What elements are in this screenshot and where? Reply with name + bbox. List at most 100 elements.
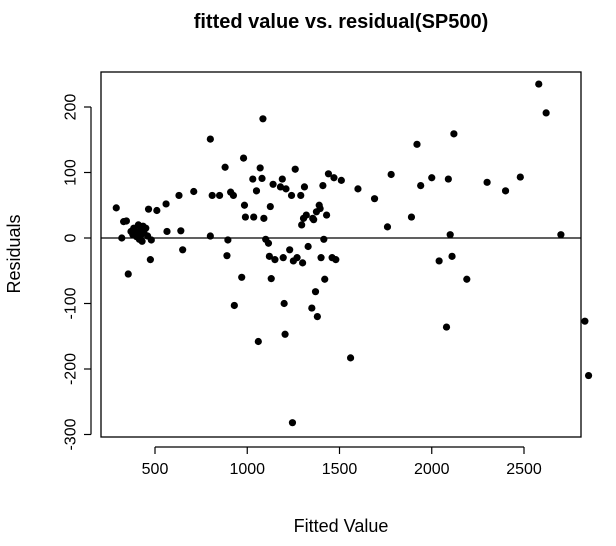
y-tick-label: 200 bbox=[63, 94, 80, 121]
data-point bbox=[308, 304, 316, 312]
data-point bbox=[324, 170, 333, 178]
data-point bbox=[279, 254, 287, 262]
data-point bbox=[346, 354, 355, 362]
data-point bbox=[221, 163, 229, 171]
data-point bbox=[265, 252, 273, 260]
data-point bbox=[249, 175, 257, 183]
data-point bbox=[298, 221, 306, 229]
data-point bbox=[264, 239, 273, 247]
data-point bbox=[266, 202, 274, 211]
data-point bbox=[250, 213, 258, 221]
data-point bbox=[446, 231, 454, 239]
data-point bbox=[254, 337, 262, 346]
plot-area: 500 1000 1500 2000 2500 -300 -200 -100 0 100 200 bbox=[63, 71, 593, 478]
data-point bbox=[256, 164, 264, 172]
x-tick-label: 1000 bbox=[229, 461, 265, 478]
data-point bbox=[206, 135, 214, 143]
data-point bbox=[138, 237, 146, 245]
data-point bbox=[124, 270, 132, 278]
data-point bbox=[483, 178, 491, 186]
data-point bbox=[112, 204, 120, 212]
data-point bbox=[179, 246, 187, 254]
x-tick-label: 1500 bbox=[322, 461, 358, 478]
data-point bbox=[267, 275, 275, 283]
data-point bbox=[317, 254, 325, 262]
data-point bbox=[337, 176, 345, 184]
data-point bbox=[288, 419, 297, 427]
data-point bbox=[287, 191, 296, 200]
y-axis-label: Residuals bbox=[4, 214, 24, 293]
data-point bbox=[313, 313, 321, 321]
data-point bbox=[322, 211, 331, 219]
data-point bbox=[321, 275, 329, 283]
y-tick-label: 100 bbox=[63, 159, 80, 186]
data-point bbox=[584, 371, 593, 380]
y-tick-label: 0 bbox=[63, 233, 80, 242]
chart-title: fitted value vs. residual(SP500) bbox=[194, 11, 489, 33]
data-point bbox=[542, 109, 550, 117]
data-point bbox=[286, 246, 294, 254]
data-point bbox=[501, 187, 510, 195]
data-point bbox=[260, 214, 268, 222]
data-point bbox=[238, 273, 246, 281]
data-point bbox=[320, 235, 328, 243]
data-point bbox=[153, 206, 161, 215]
data-point bbox=[162, 200, 170, 208]
data-point bbox=[224, 236, 232, 244]
x-tick-label: 2500 bbox=[506, 461, 542, 478]
data-point bbox=[450, 130, 458, 138]
data-point bbox=[444, 175, 452, 183]
data-point bbox=[581, 317, 589, 325]
data-point bbox=[330, 174, 338, 182]
data-point bbox=[387, 170, 395, 179]
data-point bbox=[354, 185, 362, 193]
data-point bbox=[407, 213, 416, 221]
data-point bbox=[190, 187, 198, 196]
data-point bbox=[215, 191, 224, 200]
data-point bbox=[163, 227, 171, 236]
data-point bbox=[142, 224, 150, 232]
data-point bbox=[282, 185, 290, 193]
plot-frame bbox=[100, 71, 582, 438]
data-point bbox=[299, 259, 307, 267]
data-point bbox=[229, 191, 238, 200]
data-point bbox=[293, 254, 301, 262]
data-point bbox=[281, 330, 289, 338]
data-point bbox=[435, 257, 443, 265]
data-point bbox=[302, 211, 310, 219]
data-point bbox=[383, 223, 392, 231]
data-point bbox=[269, 180, 277, 188]
data-point bbox=[271, 256, 279, 264]
data-point bbox=[258, 174, 266, 182]
data-point bbox=[557, 231, 565, 239]
data-point bbox=[319, 182, 327, 190]
data-point bbox=[177, 227, 185, 235]
data-point bbox=[230, 301, 238, 310]
data-point bbox=[239, 154, 248, 162]
y-tick-label: -300 bbox=[63, 418, 80, 450]
data-point bbox=[300, 183, 309, 191]
data-point bbox=[535, 80, 543, 88]
data-point bbox=[417, 182, 425, 190]
data-point bbox=[332, 256, 340, 264]
data-point bbox=[175, 191, 183, 200]
data-point bbox=[311, 288, 320, 296]
x-tick-label: 500 bbox=[142, 461, 169, 478]
data-point bbox=[122, 217, 131, 225]
data-point bbox=[146, 256, 154, 264]
data-point bbox=[276, 183, 285, 191]
data-point bbox=[413, 140, 421, 148]
data-point bbox=[304, 242, 312, 251]
data-point bbox=[516, 173, 524, 181]
x-axis-label: Fitted Value bbox=[294, 516, 389, 536]
data-point bbox=[280, 299, 288, 308]
data-point bbox=[259, 115, 267, 123]
data-point bbox=[208, 191, 216, 200]
data-point bbox=[370, 195, 379, 203]
data-point bbox=[316, 204, 324, 213]
data-point bbox=[291, 165, 299, 173]
y-tick-label: -100 bbox=[63, 287, 80, 319]
data-point bbox=[206, 232, 214, 240]
data-point bbox=[118, 234, 126, 242]
data-point bbox=[278, 175, 286, 183]
